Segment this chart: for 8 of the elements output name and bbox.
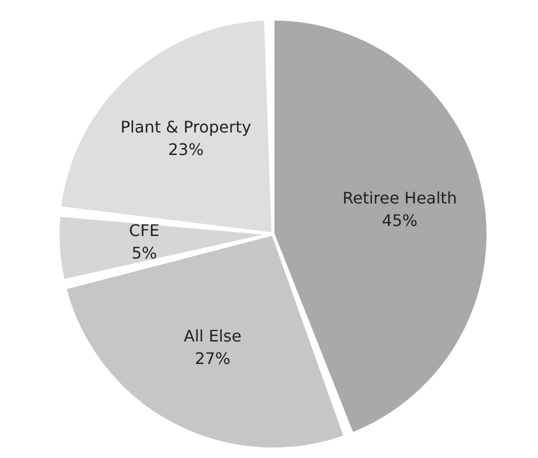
- slice-label: Retiree Health: [342, 188, 457, 208]
- data-label: 5%: [132, 243, 157, 262]
- data-label: 27%: [194, 348, 230, 368]
- slice-label: All Else: [184, 326, 242, 346]
- slice-label: CFE: [129, 221, 160, 240]
- slice-label: Plant & Property: [120, 117, 252, 136]
- data-label: 45%: [382, 210, 418, 230]
- data-label: 23%: [168, 140, 204, 159]
